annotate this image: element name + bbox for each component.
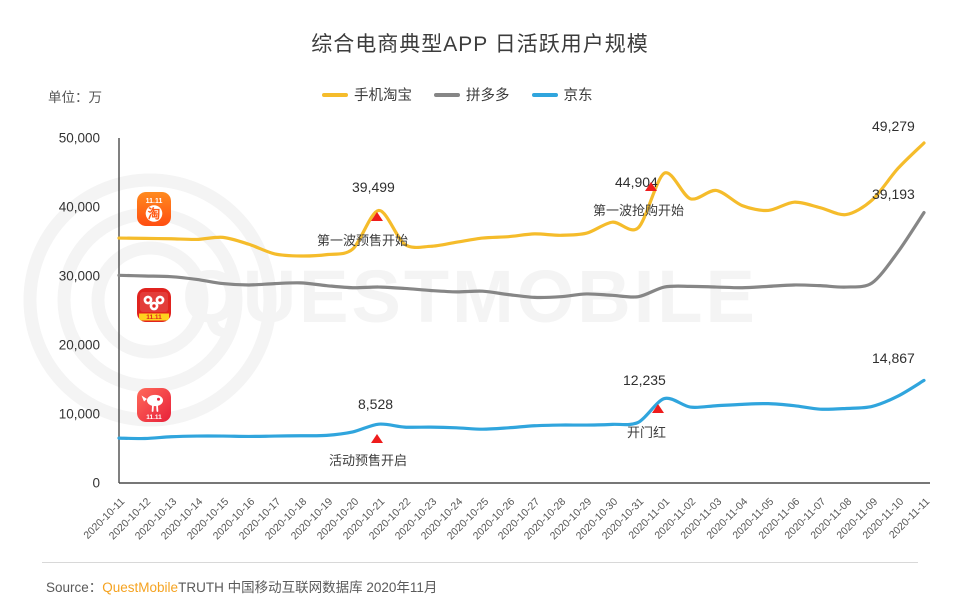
taobao-presale-marker	[371, 212, 383, 221]
jd-presale-value: 8,528	[358, 396, 394, 412]
chart-legend: 手机淘宝 拼多多 京东	[322, 84, 593, 105]
page-title: 综合电商典型APP 日活跃用户规模	[311, 33, 649, 56]
jd-presale-note: 活动预售开启	[329, 453, 408, 468]
unit-label: 单位：万	[48, 90, 102, 105]
legend-swatch-pinduoduo	[434, 92, 460, 97]
taobao-end-value: 49,279	[872, 118, 915, 134]
taobao-rush-note: 第一波抢购开始	[593, 203, 685, 218]
y-tick-label: 0	[92, 475, 100, 491]
jd-opening-marker	[652, 404, 664, 413]
y-tick-label: 50,000	[58, 130, 100, 146]
jd-opening-note: 开门红	[627, 425, 667, 440]
legend-swatch-taobao	[322, 92, 348, 97]
jd-opening-value: 12,235	[623, 372, 666, 388]
legend-label-pinduoduo: 拼多多	[466, 88, 510, 104]
source-rest: TRUTH 中国移动互联网数据库 2020年11月	[178, 580, 438, 595]
legend-item-taobao[interactable]: 手机淘宝	[322, 84, 412, 105]
pinduoduo-end-value: 39,193	[872, 186, 915, 202]
taobao-presale-value: 39,499	[352, 179, 395, 195]
legend-item-jd[interactable]: 京东	[531, 84, 593, 105]
legend-label-jd: 京东	[563, 88, 593, 104]
legend-item-pinduoduo[interactable]: 拼多多	[434, 84, 510, 105]
taobao-presale-note: 第一波预售开始	[317, 233, 409, 248]
taobao-rush-marker	[645, 182, 657, 191]
source-line: Source：QuestMobileTRUTH 中国移动互联网数据库 2020年…	[46, 576, 437, 596]
source-prefix: Source：	[46, 580, 103, 595]
series-line-京东	[117, 378, 926, 441]
legend-swatch-jd	[531, 92, 558, 97]
source-brand: QuestMobile	[102, 580, 179, 595]
legend-label-taobao: 手机淘宝	[354, 88, 412, 104]
footer-divider	[42, 562, 918, 563]
jd-presale-marker	[371, 434, 383, 443]
jd-end-value: 14,867	[872, 350, 915, 366]
